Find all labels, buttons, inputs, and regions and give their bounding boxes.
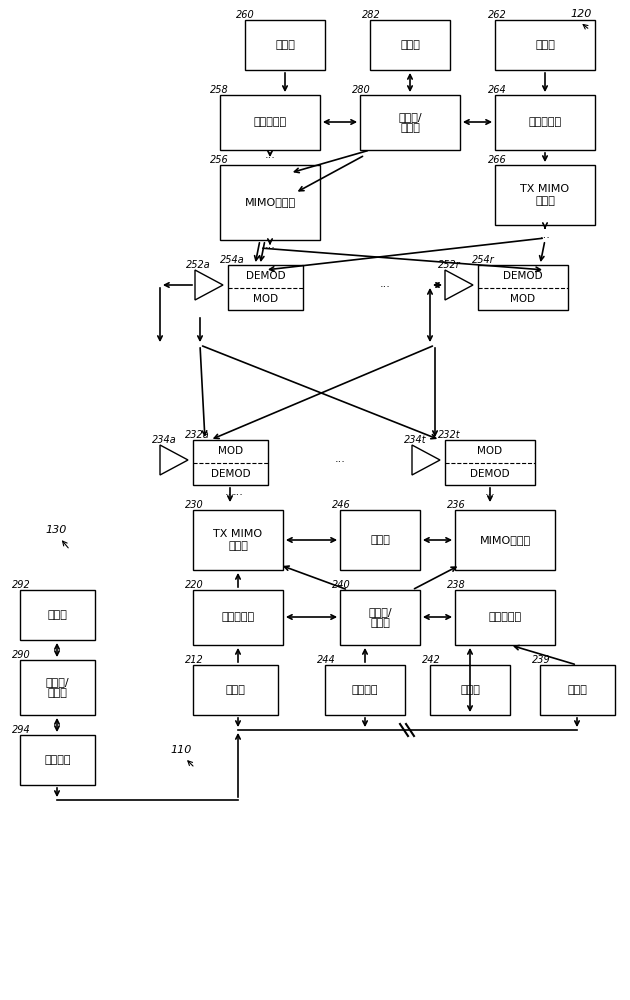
Text: 262: 262 [488, 10, 507, 20]
Bar [540, 665, 615, 715]
Text: 260: 260 [236, 10, 255, 20]
Text: 控制器/
处理器: 控制器/ 处理器 [46, 677, 69, 698]
Text: 256: 256 [210, 155, 229, 165]
Text: 数据源: 数据源 [535, 40, 555, 50]
Text: 264: 264 [488, 85, 507, 95]
Text: 接收处理器: 接收处理器 [488, 612, 522, 622]
Text: 240: 240 [332, 580, 351, 590]
Text: 294: 294 [12, 725, 31, 735]
Text: 220: 220 [185, 580, 203, 590]
Text: ···: ··· [335, 457, 345, 467]
Bar [193, 665, 278, 715]
Bar [325, 665, 405, 715]
Text: 通信单元: 通信单元 [44, 755, 71, 765]
Text: 282: 282 [362, 10, 381, 20]
Text: MOD: MOD [218, 446, 243, 456]
Text: 230: 230 [185, 500, 203, 510]
Bar [220, 165, 320, 240]
Bar [340, 590, 420, 645]
Text: 239: 239 [532, 655, 551, 665]
Text: ···: ··· [484, 490, 495, 500]
Text: 254r: 254r [472, 255, 495, 265]
Text: ···: ··· [232, 490, 243, 500]
Bar [193, 440, 268, 485]
Text: 接收处理器: 接收处理器 [253, 117, 287, 127]
Text: 292: 292 [12, 580, 31, 590]
Text: 数据源: 数据源 [226, 685, 246, 695]
Text: 120: 120 [570, 9, 592, 19]
Bar [478, 265, 568, 310]
Text: DEMOD: DEMOD [210, 469, 250, 479]
Bar [495, 95, 595, 150]
Text: MIMO检测器: MIMO检测器 [244, 198, 295, 208]
Text: 232a: 232a [185, 430, 210, 440]
Bar [360, 95, 460, 150]
Text: 调度器: 调度器 [370, 535, 390, 545]
Text: 244: 244 [317, 655, 336, 665]
Text: 发射处理器: 发射处理器 [529, 117, 561, 127]
Bar [495, 20, 595, 70]
Text: MOD: MOD [253, 294, 278, 304]
Text: 数据阵: 数据阵 [275, 40, 295, 50]
Bar [495, 165, 595, 225]
Text: 存储器: 存储器 [400, 40, 420, 50]
Text: 发射处理器: 发射处理器 [221, 612, 255, 622]
Text: 290: 290 [12, 650, 31, 660]
Text: ···: ··· [265, 153, 275, 163]
Text: 232t: 232t [438, 430, 461, 440]
Text: 252a: 252a [186, 260, 211, 270]
Text: DEMOD: DEMOD [470, 469, 510, 479]
Text: DEMOD: DEMOD [503, 271, 543, 281]
Text: MIMO检测器: MIMO检测器 [479, 535, 530, 545]
Bar [370, 20, 450, 70]
Text: MOD: MOD [478, 446, 503, 456]
Bar [20, 590, 95, 640]
Bar [455, 590, 555, 645]
Text: 234t: 234t [404, 435, 427, 445]
Bar [20, 660, 95, 715]
Text: DEMOD: DEMOD [246, 271, 285, 281]
Text: 110: 110 [170, 745, 192, 755]
Text: 252r: 252r [438, 260, 461, 270]
Text: ···: ··· [539, 233, 551, 243]
Text: 通信单元: 通信单元 [352, 685, 378, 695]
Bar [220, 95, 320, 150]
Text: 控制器/
处理器: 控制器/ 处理器 [368, 607, 392, 628]
Text: 236: 236 [447, 500, 466, 510]
Text: 280: 280 [352, 85, 370, 95]
Text: MOD: MOD [510, 294, 536, 304]
Bar [430, 665, 510, 715]
Text: TX MIMO
处理器: TX MIMO 处理器 [520, 184, 570, 206]
Bar [193, 510, 283, 570]
Text: 246: 246 [332, 500, 351, 510]
Text: 212: 212 [185, 655, 203, 665]
Text: ···: ··· [379, 282, 391, 292]
Text: 234a: 234a [152, 435, 177, 445]
Text: ···: ··· [224, 490, 236, 500]
Bar [445, 440, 535, 485]
Text: 258: 258 [210, 85, 229, 95]
Text: 存储器: 存储器 [47, 610, 67, 620]
Text: ···: ··· [265, 243, 275, 253]
Bar [20, 735, 95, 785]
Text: 238: 238 [447, 580, 466, 590]
Text: TX MIMO
处理器: TX MIMO 处理器 [214, 529, 263, 551]
Text: 242: 242 [422, 655, 441, 665]
Bar [228, 265, 303, 310]
Text: 266: 266 [488, 155, 507, 165]
Bar [245, 20, 325, 70]
Bar [455, 510, 555, 570]
Bar [340, 510, 420, 570]
Text: 存储器: 存储器 [460, 685, 480, 695]
Text: 控制器/
处理器: 控制器/ 处理器 [398, 112, 422, 133]
Bar [193, 590, 283, 645]
Text: 数据阵: 数据阵 [568, 685, 587, 695]
Text: 254a: 254a [220, 255, 244, 265]
Text: 130: 130 [45, 525, 66, 535]
